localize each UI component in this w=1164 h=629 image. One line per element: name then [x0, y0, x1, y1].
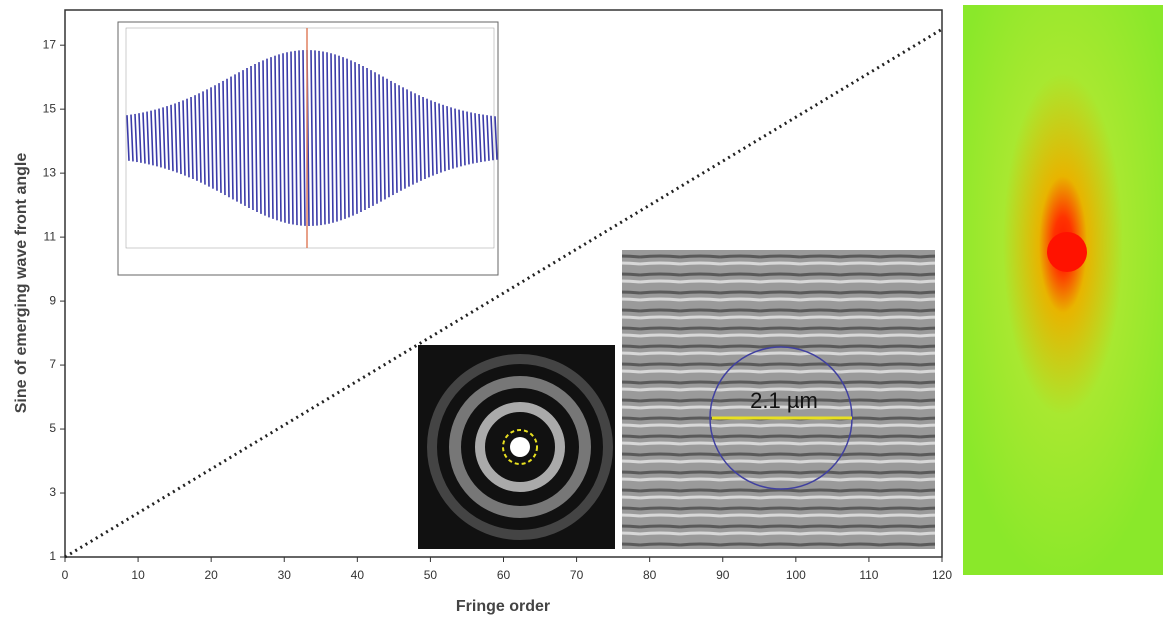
inset-fringes: 2.1 µm [622, 250, 935, 549]
data-line [64, 27, 943, 559]
y-tick-label: 3 [49, 485, 56, 499]
inset-spectrum [117, 21, 499, 276]
inset-rings [418, 345, 615, 549]
y-tick-label: 1 [49, 549, 56, 563]
x-axis-label: Fringe order [456, 598, 550, 615]
y-axis-label: Sine of emerging wave front angle [13, 153, 30, 414]
x-tick-label: 100 [786, 568, 806, 582]
x-tick-label: 0 [62, 568, 69, 582]
x-tick-label: 110 [859, 568, 878, 582]
x-tick-label: 20 [204, 568, 218, 582]
x-tick-label: 120 [932, 568, 952, 582]
x-tick-label: 10 [131, 568, 145, 582]
x-tick-label: 40 [351, 568, 365, 582]
waveform [126, 49, 498, 227]
y-tick-label: 17 [43, 37, 57, 51]
x-tick-label: 80 [643, 568, 657, 582]
x-tick-label: 60 [497, 568, 511, 582]
x-tick-label: 90 [716, 568, 730, 582]
y-tick-label: 5 [49, 421, 56, 435]
y-tick-label: 15 [43, 101, 57, 115]
x-tick-label: 30 [278, 568, 292, 582]
x-tick-label: 70 [570, 568, 584, 582]
x-tick-label: 50 [424, 568, 438, 582]
y-tick-label: 9 [49, 293, 56, 307]
y-tick-label: 11 [44, 229, 57, 243]
spot-map [963, 5, 1163, 575]
y-tick-label: 7 [49, 357, 56, 371]
y-tick-label: 13 [43, 165, 57, 179]
scale-annotation: 2.1 µm [750, 388, 818, 413]
